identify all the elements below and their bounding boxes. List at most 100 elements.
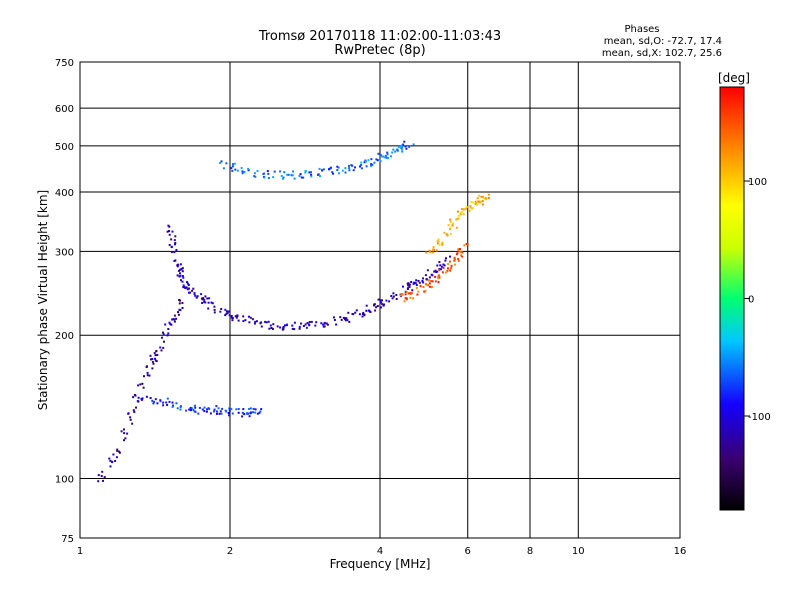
data-point: [362, 311, 365, 314]
data-point: [455, 226, 458, 229]
data-point: [387, 157, 389, 160]
data-point: [179, 408, 182, 411]
data-point: [173, 239, 176, 242]
data-point: [441, 241, 444, 244]
x-axis-ticks: 1 2 4 6 8 10 16: [77, 546, 687, 557]
data-point: [141, 382, 144, 385]
data-point: [375, 306, 378, 309]
data-point: [131, 422, 134, 425]
data-point: [253, 322, 256, 325]
data-point: [391, 151, 394, 154]
data-point: [224, 308, 227, 311]
data-point: [190, 409, 192, 412]
data-point: [170, 245, 173, 248]
data-point: [469, 206, 472, 209]
data-point: [201, 408, 204, 411]
data-point: [405, 147, 408, 150]
data-point: [168, 230, 170, 232]
data-point: [154, 398, 157, 401]
data-point: [101, 470, 104, 473]
data-point: [203, 298, 206, 301]
data-point: [425, 251, 428, 254]
data-point: [442, 263, 445, 266]
data-point: [260, 408, 263, 411]
data-point: [193, 292, 196, 295]
data-point: [418, 281, 421, 284]
data-point: [126, 432, 129, 435]
data-point: [173, 314, 176, 317]
data-point: [476, 197, 479, 200]
data-point: [438, 269, 441, 272]
data-point: [164, 323, 167, 326]
colorbar: [deg] 100 0 -100: [718, 71, 771, 511]
data-point: [173, 260, 176, 262]
data-point: [202, 298, 205, 301]
data-point: [361, 315, 364, 318]
data-point: [185, 409, 187, 412]
data-point: [451, 224, 454, 227]
colorbar-gradient: [719, 86, 745, 511]
data-point: [241, 415, 244, 418]
data-point: [248, 321, 251, 324]
data-point: [247, 408, 250, 410]
data-point: [179, 263, 182, 266]
data-point: [207, 301, 210, 304]
data-point: [156, 402, 159, 405]
data-point: [241, 170, 244, 173]
data-point: [168, 321, 171, 324]
data-point: [407, 284, 410, 287]
data-point: [447, 224, 450, 227]
data-point: [304, 170, 307, 172]
chart-subtitle: RwPretec (8p): [334, 43, 425, 58]
data-point: [478, 194, 481, 197]
data-point: [487, 193, 490, 196]
data-point: [449, 232, 452, 235]
data-point: [449, 226, 452, 229]
data-point: [141, 397, 144, 400]
data-point: [466, 243, 469, 246]
data-point: [461, 251, 464, 254]
colorbar-tick-label: -100: [748, 412, 771, 423]
data-point: [221, 407, 224, 410]
data-point: [348, 164, 350, 167]
data-point: [400, 294, 402, 297]
data-point: [355, 309, 358, 312]
data-point: [329, 167, 332, 170]
data-point: [333, 316, 335, 319]
x-tick-label: 1: [77, 546, 83, 557]
data-point: [179, 274, 182, 277]
data-point: [123, 432, 126, 435]
data-point: [193, 410, 196, 413]
data-point: [413, 282, 416, 285]
data-point: [323, 321, 326, 324]
data-point: [127, 412, 130, 415]
data-point: [191, 289, 194, 292]
y-tick-label: 75: [61, 534, 74, 545]
data-point: [149, 397, 152, 399]
data-point: [179, 272, 181, 275]
data-point: [181, 267, 184, 270]
data-point: [386, 151, 389, 154]
data-point: [401, 150, 404, 153]
data-point: [148, 374, 151, 377]
data-point: [235, 408, 238, 411]
data-point: [160, 349, 163, 352]
data-point: [237, 411, 240, 414]
data-point: [428, 249, 431, 252]
data-point: [151, 367, 154, 370]
data-point: [409, 296, 412, 299]
data-point: [302, 325, 305, 327]
data-point: [424, 289, 427, 292]
data-point: [332, 172, 334, 175]
data-point: [305, 326, 308, 329]
y-tick-label: 400: [55, 188, 74, 199]
data-point: [430, 286, 433, 289]
data-point: [231, 412, 234, 415]
data-point: [286, 173, 289, 176]
data-point: [279, 170, 282, 173]
data-point: [132, 396, 135, 399]
data-point: [166, 397, 169, 400]
y-tick-label: 600: [55, 104, 74, 115]
data-point: [377, 152, 380, 155]
data-point: [336, 165, 339, 168]
